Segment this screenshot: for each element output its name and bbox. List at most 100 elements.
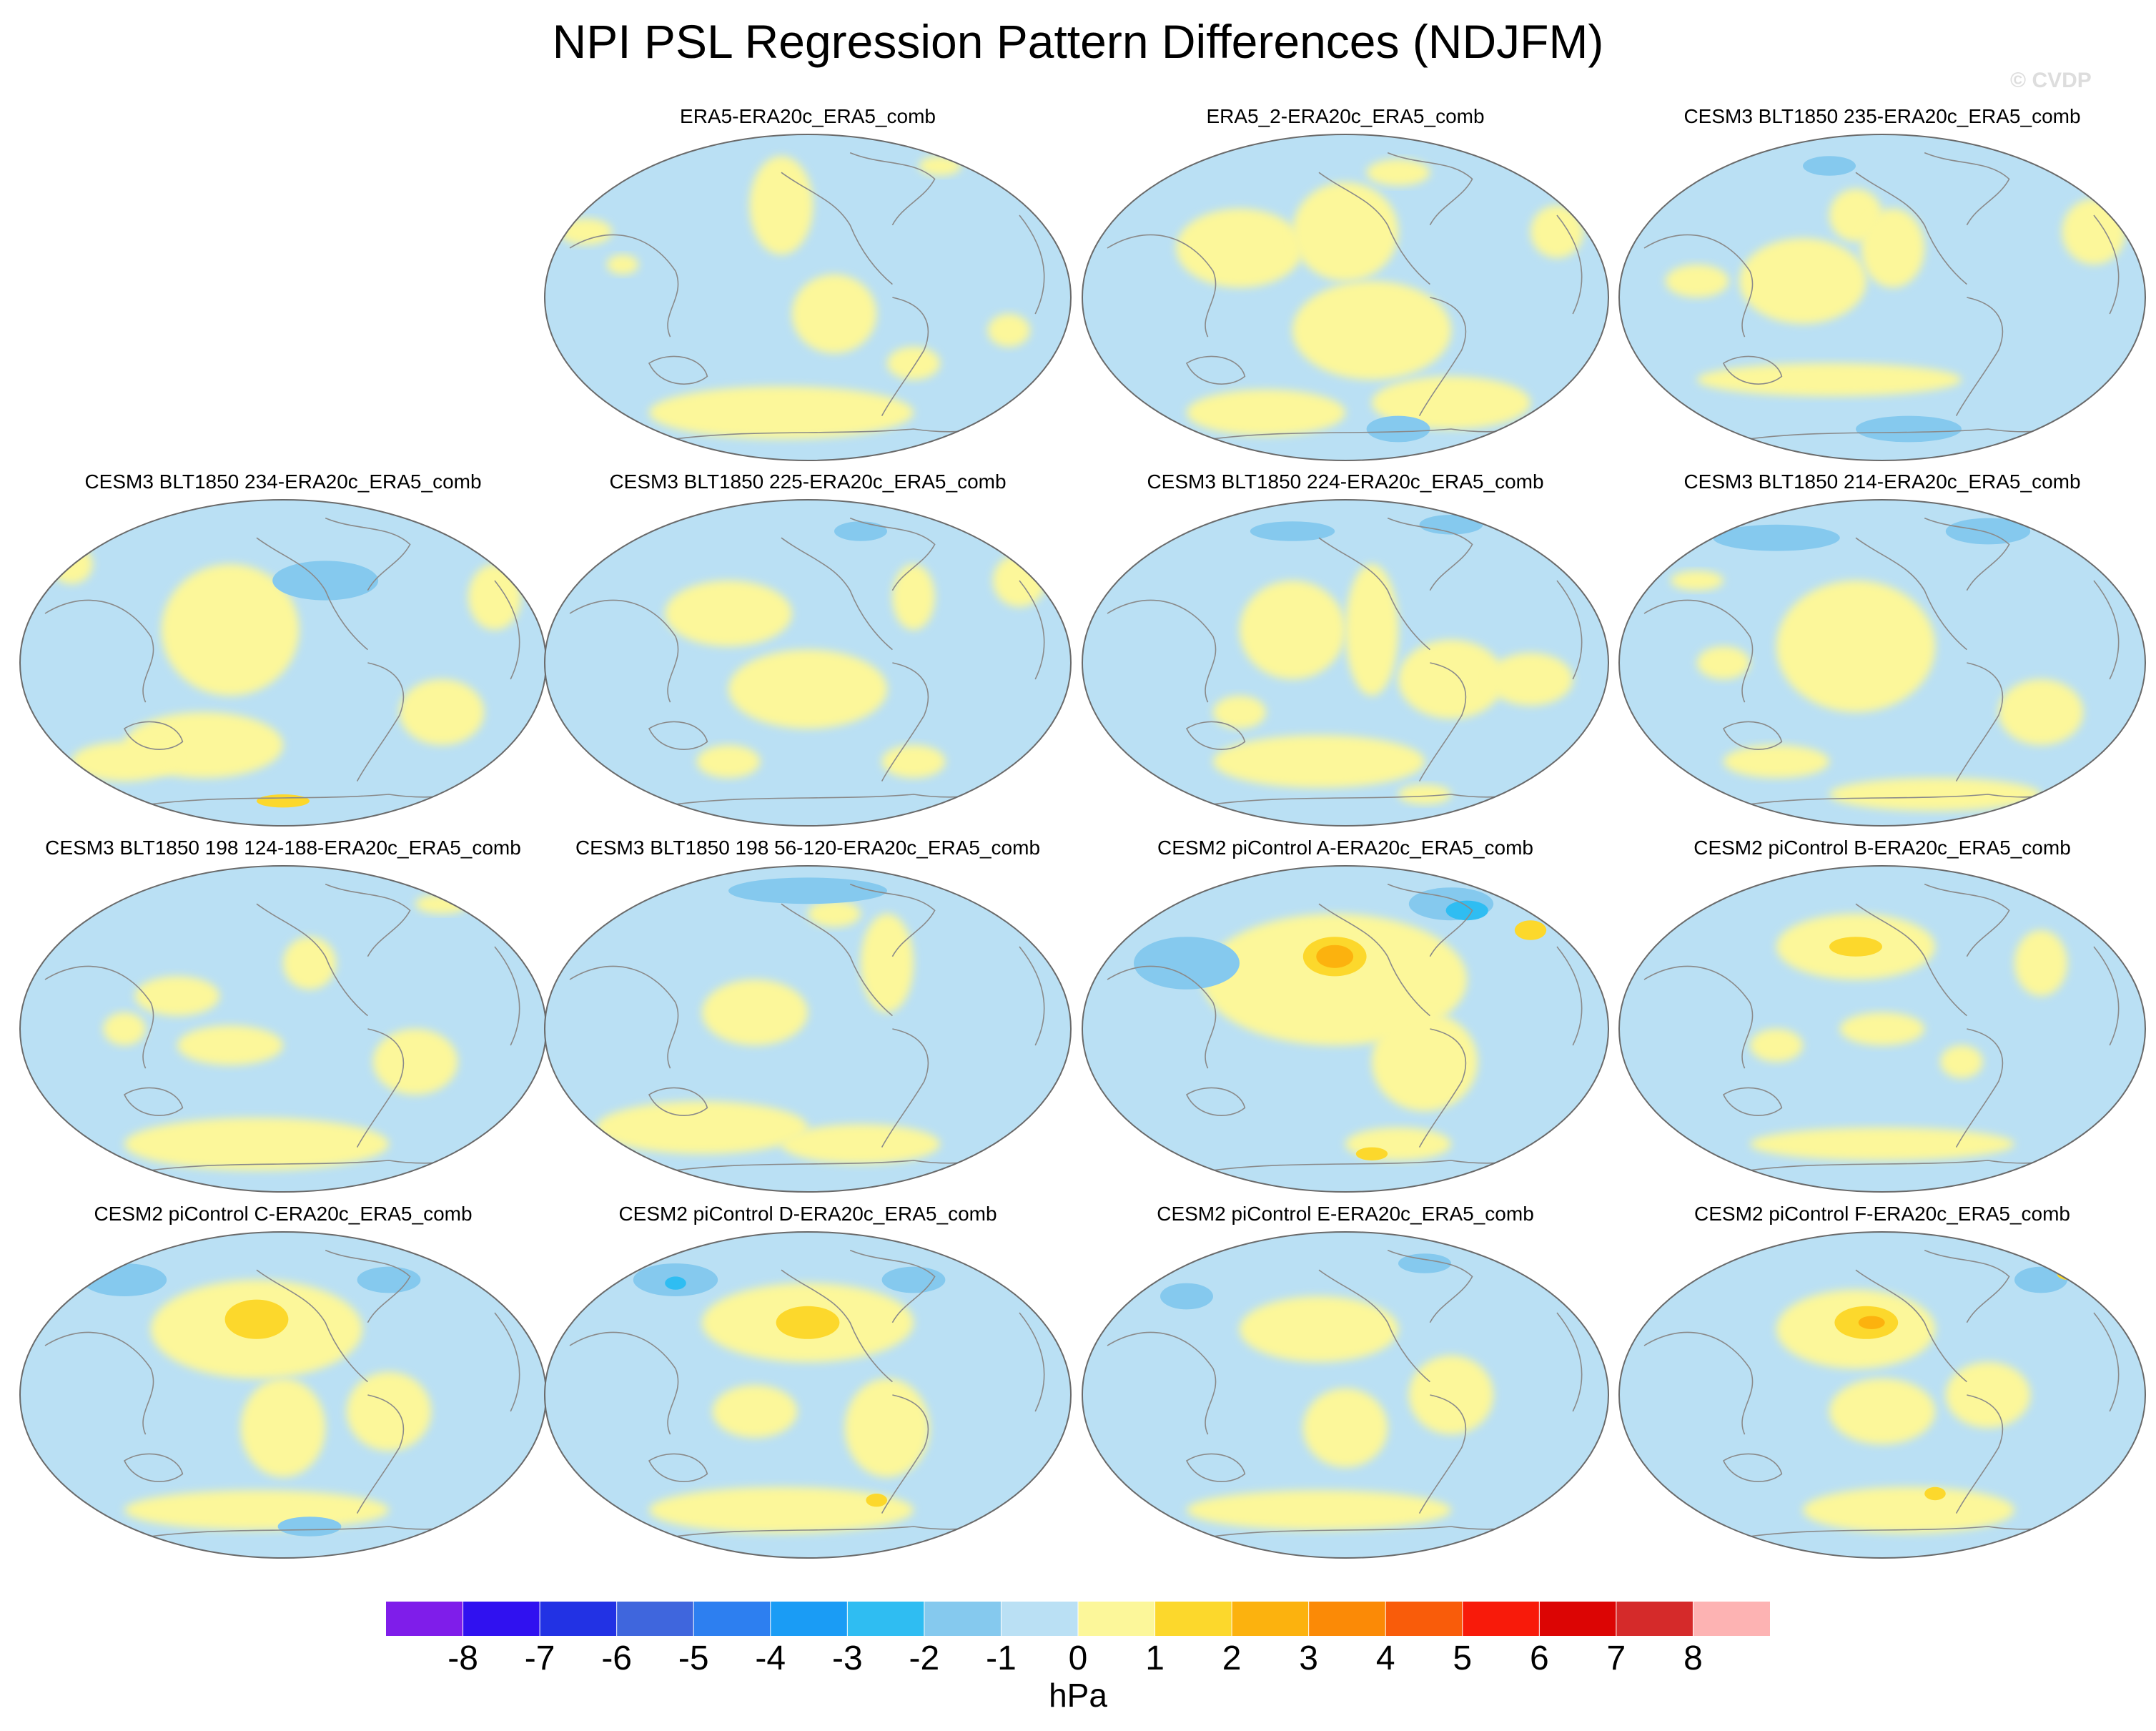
map-outline	[544, 134, 1072, 461]
colorbar-tick-label: 0	[1068, 1639, 1088, 1677]
anomaly-region	[1398, 1253, 1451, 1273]
coastline	[2093, 580, 2120, 680]
map-outline	[1082, 499, 1609, 827]
anomaly-region	[1187, 1490, 1451, 1530]
colorbar-tick-label: 4	[1375, 1639, 1395, 1677]
panel-title: CESM2 piControl C-ERA20c_ERA5_comb	[94, 1203, 473, 1225]
anomaly-region	[1176, 208, 1303, 288]
anomaly-region	[1750, 1029, 1803, 1062]
coastline	[2093, 214, 2120, 315]
map-panel	[19, 865, 547, 1193]
anomaly-region	[1945, 1362, 2031, 1428]
colorbar-tick-label: -6	[601, 1639, 632, 1677]
coastline	[1556, 580, 1583, 680]
anomaly-region	[1829, 937, 1882, 957]
coastline	[881, 662, 929, 781]
panel-title: CESM3 BLT1850 198 124-188-ERA20c_ERA5_co…	[45, 837, 521, 859]
colorbar-swatch	[1462, 1602, 1540, 1636]
coastline	[1387, 883, 1473, 957]
watermark: © CVDP	[2010, 69, 2092, 92]
anomaly-region	[2014, 1266, 2067, 1293]
anomaly-region	[1945, 518, 2031, 545]
coastline	[1185, 1087, 1246, 1116]
anomaly-region	[283, 937, 336, 990]
coastline	[569, 1331, 679, 1435]
coastline	[1318, 903, 1430, 1017]
anomaly-region	[71, 741, 177, 781]
panel-title: CESM3 BLT1850 224-ERA20c_ERA5_comb	[1147, 470, 1544, 493]
colorbar-swatch	[616, 1602, 694, 1636]
anomaly-region	[881, 1266, 946, 1293]
anomaly-region	[2014, 930, 2067, 996]
coastline	[1185, 721, 1246, 750]
coastline	[1019, 946, 1045, 1046]
coastline	[648, 721, 708, 750]
map-panel	[1082, 865, 1609, 1193]
map-outline	[1082, 1231, 1609, 1559]
coastline	[1556, 1312, 1583, 1412]
anomaly-region	[1398, 639, 1504, 719]
coastline	[1185, 1453, 1246, 1482]
map-outline	[1082, 865, 1609, 1193]
anomaly-region	[665, 581, 792, 646]
colorbar-tick-label: 5	[1453, 1639, 1473, 1677]
coastline	[849, 152, 936, 226]
anomaly-region	[1160, 1283, 1213, 1310]
anomaly-region	[1213, 735, 1425, 788]
colorbar-swatch	[1385, 1602, 1463, 1636]
coastline	[1418, 1028, 1467, 1148]
anomaly-region	[861, 914, 914, 1012]
anomaly-region	[649, 386, 914, 439]
coastline	[256, 537, 368, 651]
anomaly-region	[1316, 945, 1354, 968]
coastline	[1643, 234, 1754, 337]
panel-title: CESM3 BLT1850 235-ERA20c_ERA5_comb	[1683, 105, 2081, 127]
coastline	[1418, 662, 1467, 781]
coastline	[1556, 214, 1583, 315]
colorbar-swatch	[693, 1602, 771, 1636]
coastline	[1019, 1312, 1045, 1412]
coastline	[1318, 537, 1430, 651]
coastline	[1418, 1394, 1467, 1514]
coastline	[44, 965, 154, 1069]
colorbar-swatch	[540, 1602, 618, 1636]
anomaly-region	[1372, 376, 1531, 429]
colorbar-tick-label: 3	[1299, 1639, 1318, 1677]
anomaly-region	[1940, 1045, 1983, 1078]
anomaly-region	[596, 1101, 808, 1154]
anomaly-region	[1697, 646, 1750, 679]
colorbar-tick-label: -5	[678, 1639, 709, 1677]
coastline	[849, 883, 936, 957]
colorbar-tick-label: 8	[1683, 1639, 1703, 1677]
coastline	[648, 1087, 708, 1116]
anomaly-region	[240, 1379, 326, 1477]
anomaly-region	[161, 564, 300, 696]
coastline	[881, 1394, 929, 1514]
coastline	[1387, 517, 1473, 591]
anomaly-region	[1134, 937, 1240, 990]
map-outline	[544, 1231, 1072, 1559]
colorbar-tick-label: -7	[524, 1639, 555, 1677]
anomaly-region	[1739, 238, 1866, 324]
anomaly-region	[1803, 156, 1856, 176]
coastline	[781, 1269, 893, 1383]
anomaly-region	[1924, 1486, 1946, 1501]
coastline	[849, 1249, 936, 1323]
panel-title: CESM2 piControl D-ERA20c_ERA5_comb	[618, 1203, 997, 1225]
panel-title: CESM2 piControl E-ERA20c_ERA5_comb	[1157, 1203, 1534, 1225]
map-outline	[1618, 1231, 2146, 1559]
anomaly-region	[1355, 1147, 1388, 1160]
panel-title: CESM3 BLT1850 225-ERA20c_ERA5_comb	[609, 470, 1007, 493]
colorbar-tick-label: 6	[1529, 1639, 1549, 1677]
anomaly-region	[1419, 515, 1483, 535]
coastline	[1924, 1249, 2010, 1323]
coastline	[1955, 662, 2004, 781]
anomaly-region	[1292, 182, 1398, 281]
map-outline	[1618, 134, 2146, 461]
colorbar-swatch	[1001, 1602, 1079, 1636]
anomaly-region	[1366, 159, 1430, 186]
anomaly-region	[1829, 778, 2041, 811]
anomaly-region	[1697, 363, 1962, 396]
anomaly-region	[1531, 205, 1583, 258]
coastline	[1318, 172, 1430, 285]
